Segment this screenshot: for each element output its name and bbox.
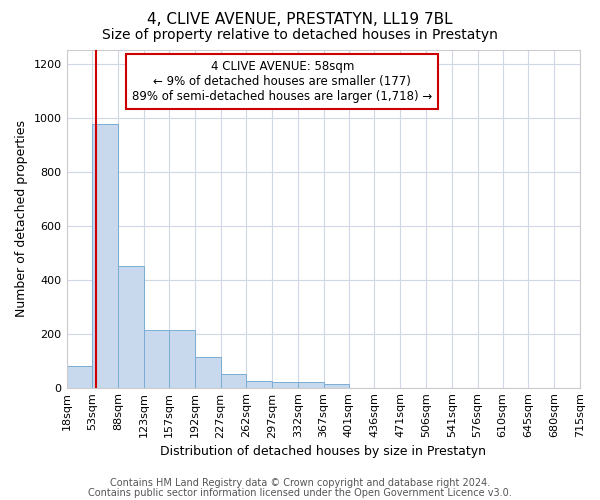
- Text: 4 CLIVE AVENUE: 58sqm
← 9% of detached houses are smaller (177)
89% of semi-deta: 4 CLIVE AVENUE: 58sqm ← 9% of detached h…: [132, 60, 433, 103]
- Bar: [92, 124, 118, 388]
- Bar: [118, 266, 144, 388]
- X-axis label: Distribution of detached houses by size in Prestatyn: Distribution of detached houses by size …: [160, 444, 486, 458]
- Bar: [195, 356, 221, 388]
- Bar: [298, 382, 323, 388]
- Text: Size of property relative to detached houses in Prestatyn: Size of property relative to detached ho…: [102, 28, 498, 42]
- Bar: [221, 374, 246, 388]
- Text: Contains public sector information licensed under the Open Government Licence v3: Contains public sector information licen…: [88, 488, 512, 498]
- Bar: [144, 330, 169, 388]
- Y-axis label: Number of detached properties: Number of detached properties: [15, 120, 28, 318]
- Bar: [272, 382, 298, 388]
- Text: Contains HM Land Registry data © Crown copyright and database right 2024.: Contains HM Land Registry data © Crown c…: [110, 478, 490, 488]
- Bar: [169, 330, 195, 388]
- Bar: [67, 366, 92, 388]
- Bar: [323, 384, 349, 388]
- Bar: [246, 381, 272, 388]
- Text: 4, CLIVE AVENUE, PRESTATYN, LL19 7BL: 4, CLIVE AVENUE, PRESTATYN, LL19 7BL: [147, 12, 453, 28]
